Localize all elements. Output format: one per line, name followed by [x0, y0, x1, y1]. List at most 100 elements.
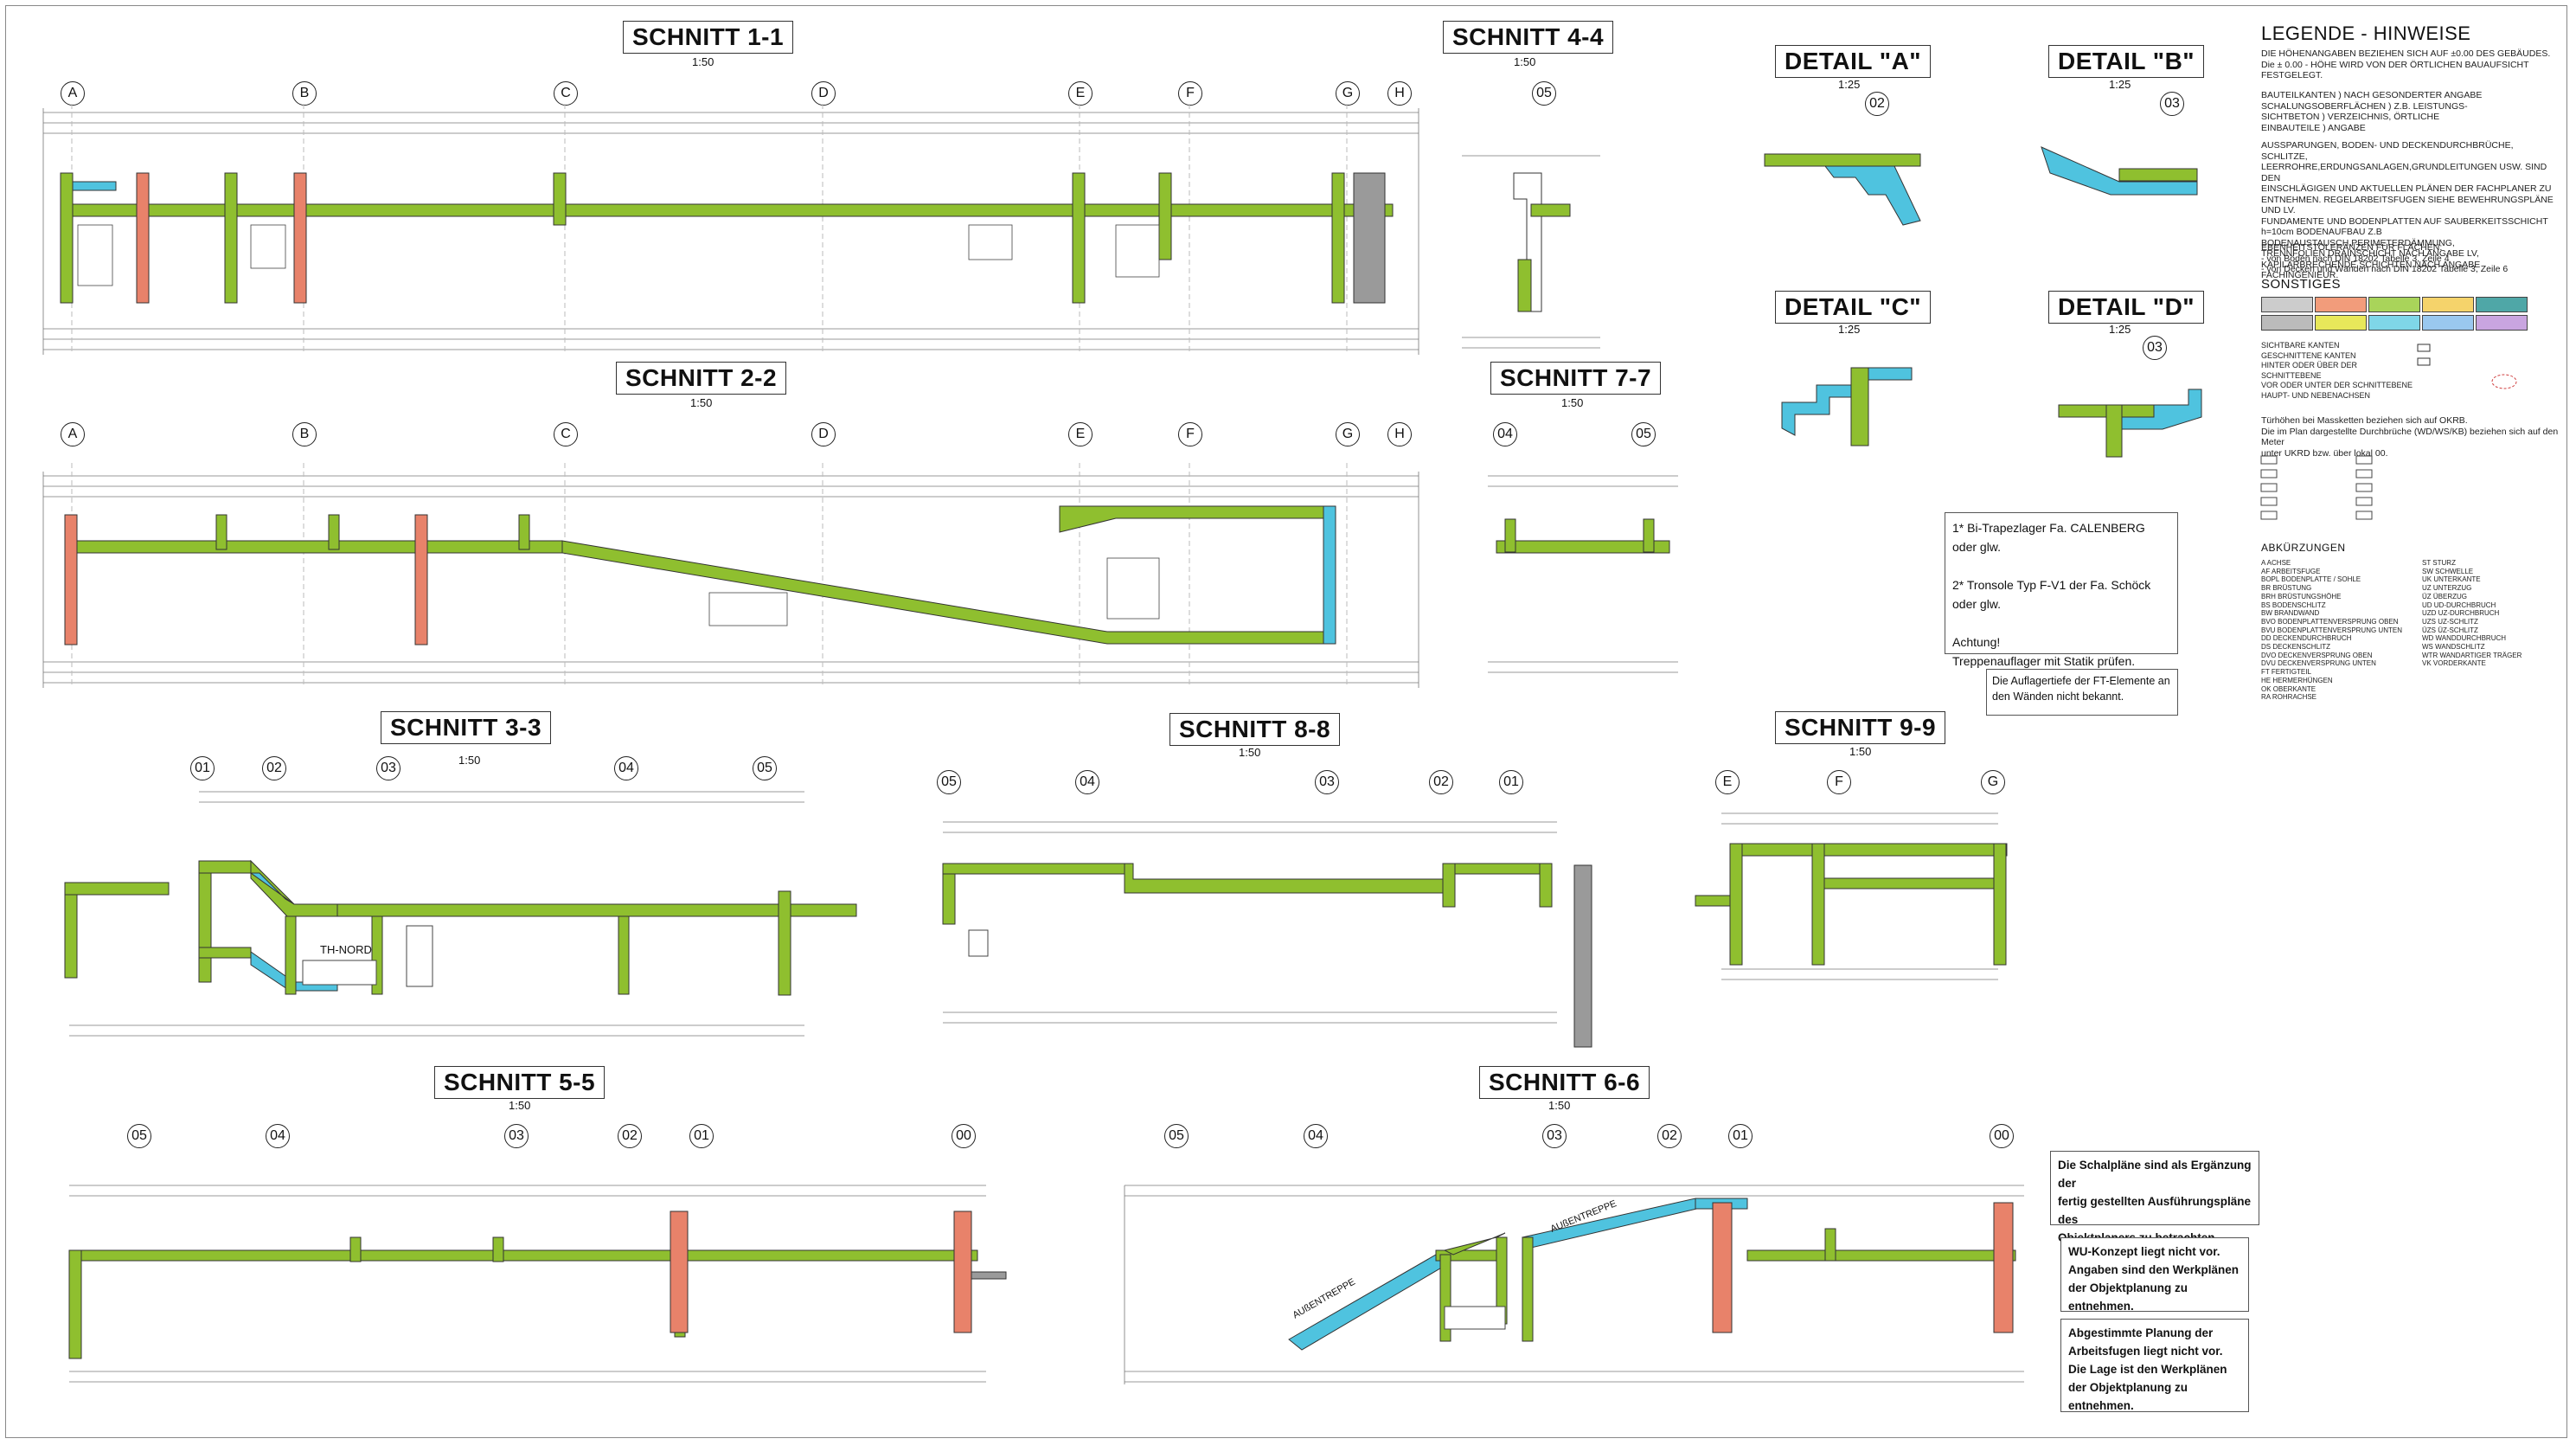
axis-marker: G [1336, 81, 1360, 106]
axis-marker: C [554, 422, 578, 446]
swatch-chip [2261, 297, 2313, 312]
legend-paragraph: Türhöhen bei Massketten beziehen sich au… [2261, 415, 2559, 459]
axis-marker: 02 [1865, 92, 1889, 116]
axis-marker: 03 [1315, 770, 1339, 794]
axis-marker: D [811, 422, 836, 446]
axis-marker: 03 [376, 756, 400, 780]
section-drawing-4-4 [1462, 155, 1600, 349]
axis-marker: 03 [2160, 92, 2184, 116]
section-scale-4-4: 1:50 [1514, 55, 1536, 68]
axis-marker: 05 [753, 756, 777, 780]
axis-marker: 03 [1542, 1124, 1567, 1148]
section-scale-6-6: 1:50 [1548, 1099, 1571, 1112]
detail-drawing-b [2041, 146, 2198, 196]
legend-paragraph: BAUTEILKANTEN ) NACH GESONDERTER ANGABE … [2261, 90, 2483, 133]
section-drawing-6-6 [1124, 1185, 2024, 1384]
axis-marker: 01 [1499, 770, 1523, 794]
section-scale-8-8: 1:50 [1239, 746, 1261, 759]
axis-marker: F [1827, 770, 1851, 794]
section-title-3-3: SCHNITT 3-3 [381, 711, 552, 744]
axis-marker: F [1178, 422, 1202, 446]
axis-marker: 05 [1631, 422, 1656, 446]
legend-sonstiges: SONSTIGES [2261, 277, 2342, 292]
section-title-6-6: SCHNITT 6-6 [1479, 1066, 1650, 1099]
axis-marker: G [1981, 770, 2005, 794]
detail-scale-d: 1:25 [2109, 323, 2131, 336]
axis-marker: 03 [504, 1124, 529, 1148]
detail-scale-b: 1:25 [2109, 78, 2131, 91]
axis-marker: E [1715, 770, 1740, 794]
section-scale-2-2: 1:50 [690, 396, 713, 409]
axis-marker: 04 [266, 1124, 290, 1148]
axis-marker: 05 [1164, 1124, 1189, 1148]
note-support-depth: Die Auflagertiefe der FT-Elemente an den… [1986, 669, 2178, 716]
section-scale-5-5: 1:50 [509, 1099, 531, 1112]
axis-marker: 01 [1728, 1124, 1753, 1148]
section-drawing-2-2 [42, 463, 1419, 688]
axis-marker: A [61, 81, 85, 106]
axis-marker: 04 [614, 756, 638, 780]
axis-marker: F [1178, 81, 1202, 106]
axis-marker: B [292, 422, 317, 446]
section-title-4-4: SCHNITT 4-4 [1443, 21, 1614, 54]
section-drawing-8-8 [942, 821, 1592, 1048]
section-scale-7-7: 1:50 [1561, 396, 1584, 409]
axis-marker: 02 [1429, 770, 1453, 794]
abbreviations-title: ABKÜRZUNGEN [2261, 542, 2346, 554]
section-title-8-8: SCHNITT 8-8 [1169, 713, 1341, 746]
section-title-7-7: SCHNITT 7-7 [1490, 362, 1662, 395]
axis-marker: H [1387, 422, 1412, 446]
section-title-2-2: SCHNITT 2-2 [616, 362, 787, 395]
legend-symbols [2417, 344, 2517, 389]
note-formwork-plans: Die Schalpläne sind als Ergänzung der fe… [2050, 1151, 2259, 1244]
legend-paragraph: DIE HÖHENANGABEN BEZIEHEN SICH AUF ±0.00… [2261, 48, 2551, 80]
legend-title: LEGENDE - HINWEISE [2261, 22, 2471, 44]
axis-marker: H [1387, 81, 1412, 106]
axis-marker: 00 [1990, 1124, 2014, 1148]
axis-marker: 03 [2143, 336, 2167, 360]
note-joints: Abgestimmte Planung der Arbeitsfugen lie… [2060, 1319, 2249, 1412]
axis-marker: E [1068, 422, 1093, 446]
detail-drawing-c [1781, 367, 1913, 446]
section-title-1-1: SCHNITT 1-1 [623, 21, 794, 54]
axis-marker: D [811, 81, 836, 106]
section-scale-3-3: 1:50 [458, 754, 481, 767]
detail-title-c: DETAIL "C" [1775, 291, 1932, 324]
swatch-chip [2422, 297, 2474, 312]
section-drawing-5-5 [68, 1185, 1007, 1383]
axis-marker: 01 [689, 1124, 714, 1148]
abbreviations-right: ST STURZ SW SCHWELLE UK UNTERKANTE UZ UN… [2422, 559, 2522, 668]
axis-marker: 05 [127, 1124, 151, 1148]
detail-scale-c: 1:25 [1838, 323, 1861, 336]
detail-title-b: DETAIL "B" [2048, 45, 2205, 78]
axis-marker: 02 [262, 756, 286, 780]
swatch-chip [2368, 297, 2420, 312]
axis-marker: 02 [1657, 1124, 1682, 1148]
swatch-chip [2368, 315, 2420, 331]
axis-marker: 02 [618, 1124, 642, 1148]
swatch-chip [2261, 315, 2313, 331]
line-type-legend: SICHTBARE KANTEN GESCHNITTENE KANTEN HIN… [2261, 341, 2413, 400]
axis-marker: 00 [952, 1124, 976, 1148]
detail-scale-a: 1:25 [1838, 78, 1861, 91]
axis-marker: 05 [937, 770, 961, 794]
section-scale-9-9: 1:50 [1849, 745, 1872, 758]
section-drawing-1-1 [42, 104, 1419, 355]
detail-drawing-a [1764, 153, 1921, 226]
swatch-chip [2476, 315, 2528, 331]
section-drawing-7-7 [1488, 475, 1678, 673]
axis-marker: 04 [1304, 1124, 1328, 1148]
axis-marker: G [1336, 422, 1360, 446]
legend-paragraph: EBENHEITSTOLERANZEN FÜR FLÄCHEN: - von B… [2261, 242, 2509, 274]
swatch-chip [2315, 315, 2367, 331]
axis-marker: C [554, 81, 578, 106]
detail-drawing-d [2058, 389, 2202, 458]
note-bearing: 1* Bi-Trapezlager Fa. CALENBERG oder glw… [1945, 512, 2178, 668]
legend-paragraph: AUSSPARUNGEN, BODEN- UND DECKENDURCHBRÜC… [2261, 140, 2554, 280]
axis-marker: A [61, 422, 85, 446]
axis-marker: B [292, 81, 317, 106]
section-title-9-9: SCHNITT 9-9 [1775, 711, 1946, 744]
section-drawing-9-9 [1695, 812, 2008, 980]
section-title-5-5: SCHNITT 5-5 [434, 1066, 606, 1099]
swatch-chip [2476, 297, 2528, 312]
